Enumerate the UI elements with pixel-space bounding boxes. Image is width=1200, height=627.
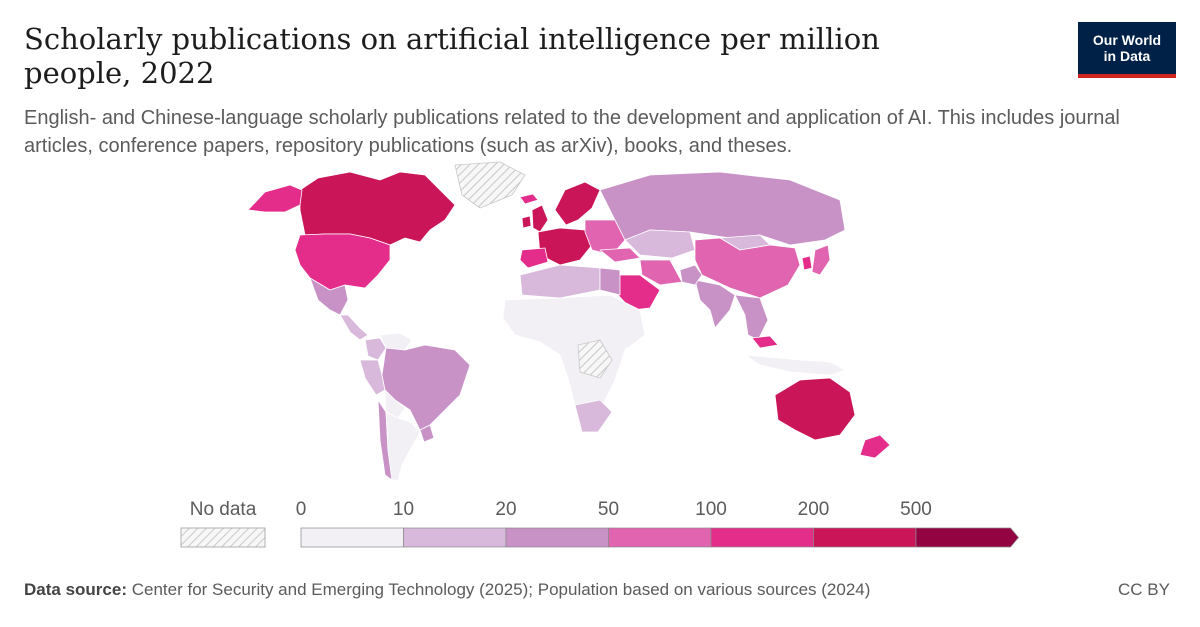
region-scandinavia[interactable]: Scandinavia <box>554 181 601 226</box>
legend-tick-50: 50 <box>598 499 619 520</box>
legend-swatch-200[interactable] <box>813 527 917 548</box>
region-south-africa[interactable]: South Africa <box>574 399 613 433</box>
region-peru[interactable]: Peru <box>359 359 386 396</box>
legend-tick-500: 500 <box>900 499 932 520</box>
data-source: Data source: Center for Security and Eme… <box>24 580 870 600</box>
region-uruguay[interactable]: Uruguay <box>419 424 435 443</box>
license-link[interactable]: CC BY <box>1118 580 1170 599</box>
region-spain-portugal[interactable]: Spain / Portugal <box>519 247 549 269</box>
legend-tick-100: 100 <box>695 499 727 520</box>
legend-swatch-10[interactable] <box>403 527 507 548</box>
color-legend: No data 0 10 20 50 100 200 500 <box>180 499 1019 548</box>
region-china[interactable]: China <box>694 237 801 299</box>
region-bolivia[interactable]: Bolivia <box>384 389 406 419</box>
region-mexico[interactable]: Mexico <box>309 277 349 316</box>
region-malaysia[interactable]: Malaysia <box>751 335 779 349</box>
region-russia[interactable]: Russia <box>599 171 846 246</box>
region-colombia[interactable]: Colombia <box>364 337 387 361</box>
chart-title: Scholarly publications on artificial int… <box>24 22 880 90</box>
legend-no-data-swatch <box>180 527 266 548</box>
region-united-states[interactable]: United States <box>294 233 391 291</box>
legend-swatch-0[interactable] <box>300 527 404 548</box>
region-north-africa[interactable]: North Africa <box>519 264 601 299</box>
logo-line-2: in Data <box>1103 48 1151 64</box>
region-south-korea[interactable]: South Korea <box>801 255 813 271</box>
owid-logo[interactable]: Our World in Data <box>1078 22 1176 78</box>
region-venezuela[interactable]: Venezuela <box>379 332 413 351</box>
region-argentina[interactable]: Argentina <box>385 411 421 481</box>
chart-subtitle: English- and Chinese-language scholarly … <box>24 107 1120 157</box>
region-ireland[interactable]: Ireland <box>521 215 532 229</box>
region-sub-saharan-africa[interactable]: Sub-Saharan Africa <box>502 294 646 426</box>
region-iceland[interactable]: Iceland <box>519 193 539 205</box>
legend-tick-10: 10 <box>393 499 414 520</box>
region-new-zealand[interactable]: New Zealand <box>859 434 891 459</box>
region-japan[interactable]: Japan <box>811 244 831 276</box>
region-saudi-arabia[interactable]: Saudi Arabia <box>614 274 661 311</box>
region-united-kingdom[interactable]: United Kingdom <box>531 204 549 233</box>
region-central-africa[interactable]: Central Africa <box>577 339 613 379</box>
legend-swatch-100[interactable] <box>710 527 814 548</box>
legend-no-data-label: No data <box>190 499 257 520</box>
logo-line-1: Our World <box>1092 32 1162 48</box>
legend-swatch-50[interactable] <box>608 527 712 548</box>
legend-swatch-500[interactable] <box>915 527 1019 548</box>
region-alaska[interactable]: Alaska <box>247 184 303 213</box>
region-australia[interactable]: Australia <box>774 377 856 441</box>
source-text: Center for Security and Emerging Technol… <box>131 580 871 599</box>
region-central-america[interactable]: Central America <box>339 314 369 341</box>
region-india[interactable]: India <box>694 279 736 329</box>
region-greenland[interactable]: Greenland <box>454 161 526 209</box>
region-turkey[interactable]: Turkey <box>599 247 641 263</box>
source-label: Data source: <box>24 580 127 599</box>
region-indonesia[interactable]: Indonesia <box>744 354 846 376</box>
region-iran[interactable]: Iran <box>639 259 683 286</box>
legend-tick-0: 0 <box>296 499 307 520</box>
region-pakistan[interactable]: Pakistan <box>679 264 703 286</box>
world-map: CanadaAlaskaUnited StatesMexicoCentral A… <box>247 161 891 481</box>
region-southeast-asia[interactable]: Southeast Asia <box>734 294 769 341</box>
region-egypt[interactable]: Egypt <box>599 267 621 296</box>
legend-swatch-20[interactable] <box>505 527 609 548</box>
legend-tick-200: 200 <box>798 499 830 520</box>
legend-tick-20: 20 <box>495 499 516 520</box>
